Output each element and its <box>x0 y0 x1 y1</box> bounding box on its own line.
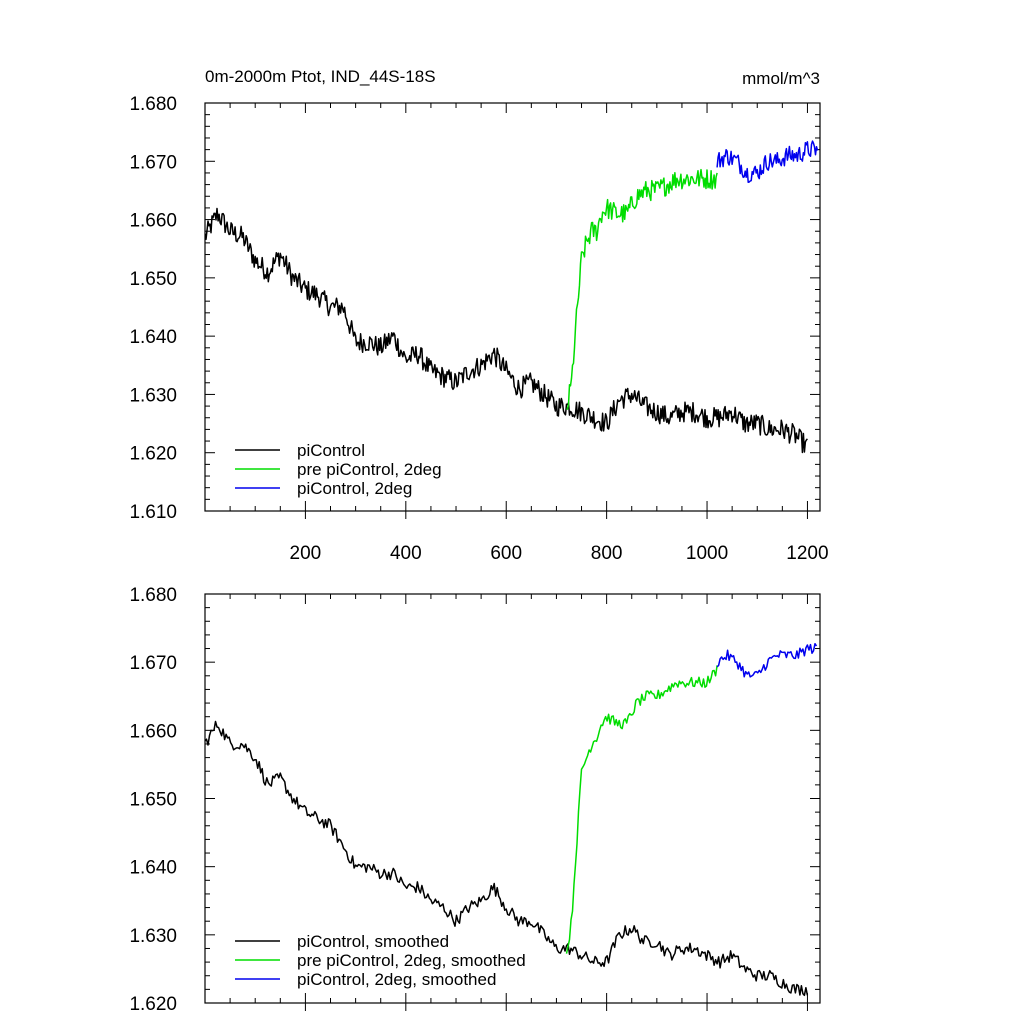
y-tick-label: 1.660 <box>129 211 177 232</box>
y-tick-label: 1.640 <box>129 858 177 879</box>
x-tick-label: 600 <box>490 543 522 564</box>
y-tick-label: 1.670 <box>129 653 177 674</box>
top-panel: 200 400 600 800 1000 1200 1.610 1.620 1.630 1.640… <box>129 94 828 564</box>
x-axis-ticks <box>229 103 808 519</box>
plot-frame <box>204 102 821 512</box>
x-tick-label: 400 <box>390 543 422 564</box>
series-line <box>716 140 819 184</box>
legend-label: pre piControl, 2deg, smoothed <box>297 951 526 970</box>
x-tick-label: 1200 <box>786 543 828 564</box>
y-tick-label: 1.650 <box>129 790 177 811</box>
legend-label: piControl, 2deg, smoothed <box>297 970 496 989</box>
y-tick-label: 1.630 <box>129 385 177 406</box>
y-tick-label: 1.670 <box>129 152 177 173</box>
x-tick-label: 1000 <box>686 543 728 564</box>
series-line <box>565 665 718 954</box>
legend-label: piControl, smoothed <box>297 932 449 951</box>
y-tick-label: 1.680 <box>129 585 177 606</box>
y-axis-ticks <box>205 593 820 1004</box>
y-tick-label: 1.660 <box>129 721 177 742</box>
y-tick-label: 1.640 <box>129 327 177 348</box>
series-line <box>566 168 718 410</box>
x-axis-ticks <box>229 594 808 1011</box>
bottom-panel: 1.620 1.630 1.640 1.650 1.660 1.670 1.680 piCon… <box>129 585 821 1015</box>
y-tick-label: 1.620 <box>129 444 177 465</box>
series-line <box>716 642 818 678</box>
series-line <box>205 720 809 997</box>
legend-label: piControl <box>297 441 365 460</box>
y-tick-label: 1.680 <box>129 94 177 115</box>
figure-title: 0m-2000m Ptot, IND_44S-18S <box>205 67 436 86</box>
legend-label: piControl, 2deg <box>297 479 412 498</box>
y-tick-label: 1.630 <box>129 926 177 947</box>
series-lines <box>205 642 818 997</box>
y-tick-label: 1.650 <box>129 269 177 290</box>
series-lines <box>205 140 819 454</box>
y-tick-label: 1.610 <box>129 502 177 523</box>
x-tick-label: 200 <box>290 543 322 564</box>
legend-label: pre piControl, 2deg <box>297 460 442 479</box>
x-tick-label: 800 <box>591 543 623 564</box>
series-line <box>205 207 808 454</box>
units-label: mmol/m^3 <box>742 69 820 88</box>
y-tick-label: 1.620 <box>129 994 177 1015</box>
